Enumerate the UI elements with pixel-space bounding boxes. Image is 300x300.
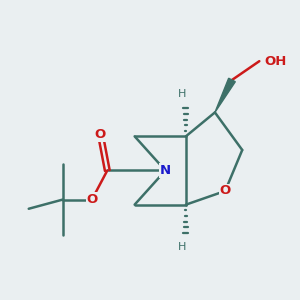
Text: O: O: [95, 128, 106, 141]
Polygon shape: [215, 78, 235, 112]
Text: N: N: [160, 164, 171, 177]
Text: OH: OH: [264, 55, 287, 68]
Text: H: H: [178, 89, 187, 99]
Text: O: O: [220, 184, 231, 197]
Text: H: H: [178, 242, 187, 252]
Text: O: O: [86, 193, 98, 206]
